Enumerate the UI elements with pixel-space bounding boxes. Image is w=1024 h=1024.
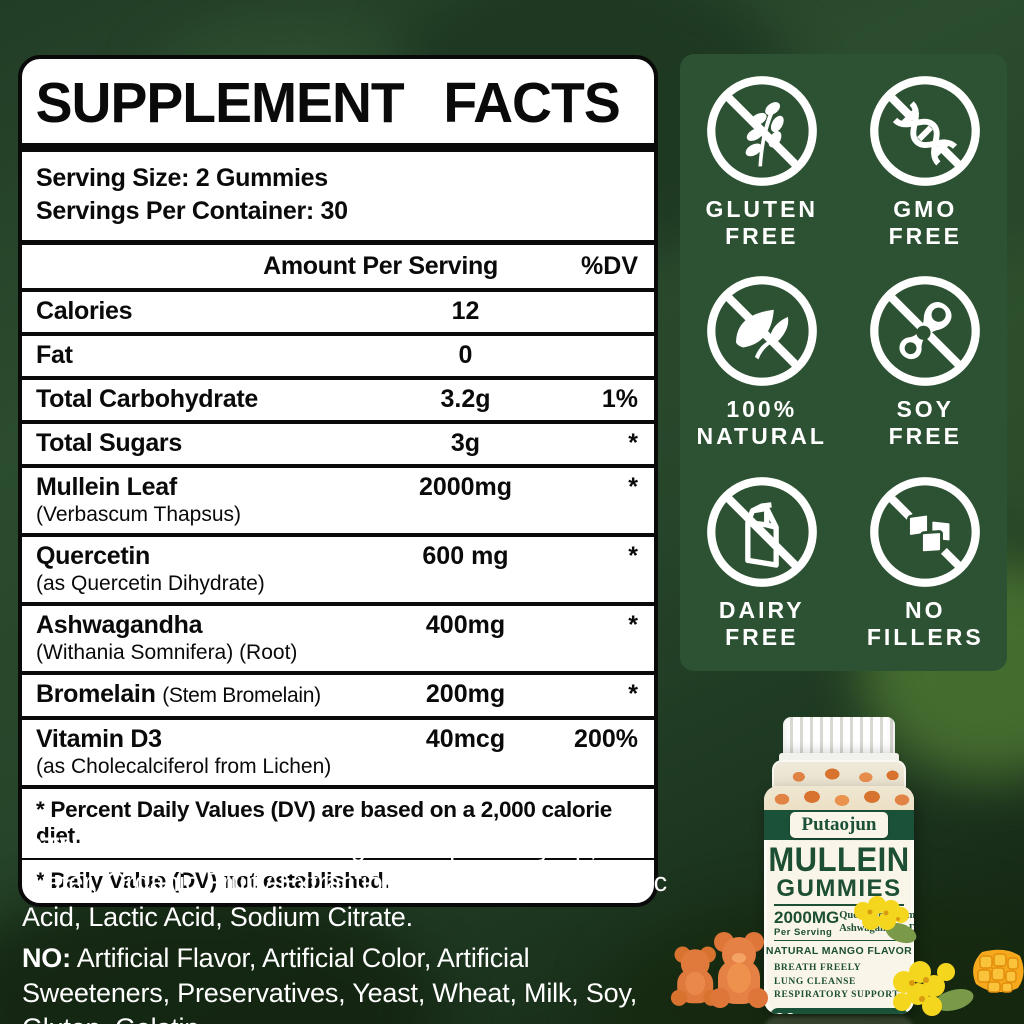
nutrient-dv: 200% <box>574 725 638 753</box>
other-ingredients-block: OTHER INGREDIENTS: Organic Tapioca Syrup… <box>22 830 677 1024</box>
feature-claims: BREATH FREELY LUNG CLEANSE RESPIRATORY S… <box>774 963 900 1000</box>
gummy-count: 60 <box>774 1011 796 1014</box>
nutrient-name: Total Carbohydrate <box>36 385 258 413</box>
dose-per-serving: Per Serving <box>774 927 840 941</box>
table-row: Quercetin (as Quercetin Dihydrate) 600 m… <box>22 533 654 602</box>
nutrient-amount: 12 <box>451 297 480 325</box>
badge-label: NO FILLERS <box>866 596 984 650</box>
nutrient-dv: * <box>628 680 638 708</box>
badge-no-fillers: NO FILLERS <box>844 465 1008 665</box>
badge-label: GLUTEN FREE <box>705 196 819 249</box>
badge-gmo-free: GMO FREE <box>844 64 1008 264</box>
divider-thick <box>22 143 654 152</box>
nutrient-dv: * <box>628 542 638 570</box>
table-row: Mullein Leaf (Verbascum Thapsus) 2000mg … <box>22 464 654 533</box>
nutrient-name: Mullein Leaf <box>36 473 177 501</box>
footnote-dv: * Percent Daily Values (DV) are based on… <box>36 797 612 848</box>
badge-100-natural: 100% NATURAL <box>680 264 844 464</box>
nutrient-amount: 3g <box>450 429 481 457</box>
table-row: Vitamin D3 (as Cholecalciferol from Lich… <box>22 716 654 785</box>
nutrient-amount: 0 <box>458 341 473 369</box>
nutrient-name: Bromelain <box>36 680 156 708</box>
nutrient-subname: (Withania Somnifera) (Root) <box>36 641 298 664</box>
natural-icon <box>706 276 817 387</box>
nutrient-dv: * <box>628 611 638 639</box>
no-label: NO: <box>22 943 71 973</box>
label-rule <box>774 904 904 906</box>
footnotes: * Percent Daily Values (DV) are based on… <box>22 785 654 903</box>
nutrient-dv: * <box>628 473 638 501</box>
count-banner: 60 GUMMIES DIETARY SUPPLEMENT <box>770 1007 908 1015</box>
column-dv: %DV <box>581 252 638 280</box>
no-dairy-icon <box>706 476 817 587</box>
nutrient-subname-inline: (Stem Bromelain) <box>162 684 321 707</box>
mullein-flowers-bottom-right <box>893 949 1024 1016</box>
table-row: Total Carbohydrate 3.2g 1% <box>22 376 654 420</box>
no-ingredients-text: NO: Artificial Flavor, Artificial Color,… <box>22 943 638 1024</box>
nutrient-name: Calories <box>36 297 133 325</box>
badge-label: SOY FREE <box>888 396 962 450</box>
table-row: Ashwagandha (Withania Somnifera) (Root) … <box>22 602 654 671</box>
badge-soy-free: SOY FREE <box>844 264 1008 464</box>
nutrient-amount: 400mg <box>425 611 506 639</box>
nutrient-amount: 600 mg <box>422 542 509 570</box>
other-ingredients-label: OTHER INGREDIENTS: <box>22 832 314 862</box>
supplement-facts-panel: SUPPLEMENT FACTS Serving Size: 2 Gummies… <box>18 55 658 907</box>
nutrient-subname: (as Quercetin Dihydrate) <box>36 572 265 595</box>
badge-gluten-free: GLUTEN FREE <box>680 64 844 264</box>
nutrient-amount: 200mg <box>425 680 506 708</box>
label-brand-band: Putaojun <box>764 810 914 840</box>
flavor-line: NATURAL MANGO FLAVOR <box>765 945 913 957</box>
nutrient-amount: 2000mg <box>418 473 513 501</box>
nutrient-name: Quercetin <box>36 542 150 570</box>
nutrient-subname: (Verbascum Thapsus) <box>36 503 242 526</box>
badge-dairy-free: DAIRY FREE <box>680 465 844 665</box>
gummy-bears-decoration <box>670 932 768 1008</box>
footnote-not-established: * Daily Value (DV) not established. <box>22 858 654 903</box>
product-name: MULLEIN <box>768 840 910 879</box>
nutrient-name: Vitamin D3 <box>36 725 162 753</box>
no-gmo-icon <box>870 76 981 186</box>
bottle-neck-gummies <box>772 760 906 788</box>
servings-per-container: Servings Per Container: 30 <box>36 197 348 225</box>
badge-label: 100% NATURAL <box>696 396 827 450</box>
bottle-cap <box>779 717 899 763</box>
brand-plaque: Putaojun <box>789 812 889 838</box>
gummies-through-bottle <box>764 786 914 810</box>
product-bottle: Putaojun MULLEIN GUMMIES 2000MG Per Serv… <box>756 714 914 1024</box>
other-ingredients-text: OTHER INGREDIENTS: Organic Tapioca Syrup… <box>22 832 667 932</box>
table-header-row: Amount Per Serving %DV <box>22 245 654 288</box>
mullein-flowers-mid <box>854 896 917 944</box>
table-row: Calories 12 <box>22 288 654 332</box>
bottle-body: Putaojun MULLEIN GUMMIES 2000MG Per Serv… <box>764 786 914 1014</box>
brand-name: Putaojun <box>801 814 877 835</box>
serving-size: Serving Size: 2 Gummies <box>36 164 328 192</box>
badge-label: GMO FREE <box>888 196 962 249</box>
no-fillers-icon <box>870 476 981 587</box>
nutrient-dv: * <box>628 429 638 457</box>
table-row: Bromelain (Stem Bromelain) 200mg * <box>22 671 654 716</box>
nutrient-name: Fat <box>36 341 73 369</box>
no-gluten-icon <box>706 76 817 186</box>
serving-info: Serving Size: 2 Gummies Servings Per Con… <box>22 152 654 240</box>
table-row: Total Sugars 3g * <box>22 420 654 464</box>
panel-title: SUPPLEMENT FACTS <box>35 71 621 135</box>
nutrient-name: Ashwagandha <box>36 611 203 639</box>
dose-amount: 2000MG <box>774 908 840 927</box>
table-row: Fat 0 <box>22 332 654 376</box>
no-soy-icon <box>870 276 981 387</box>
divider-medium <box>22 240 654 245</box>
supplement-type: DIETARY SUPPLEMENT <box>808 1013 908 1015</box>
nutrient-amount: 3.2g <box>440 385 491 413</box>
badge-label: DAIRY FREE <box>718 596 805 650</box>
nutrient-amount: 40mcg <box>425 725 506 753</box>
feature-badges-panel: GLUTEN FREE GMO FREE <box>680 54 1007 671</box>
nutrient-dv: 1% <box>601 385 638 413</box>
nutrient-name: Total Sugars <box>36 429 182 457</box>
column-amount-per-serving: Amount Per Serving <box>263 252 498 280</box>
nutrient-subname: (as Cholecalciferol from Lichen) <box>36 755 332 778</box>
